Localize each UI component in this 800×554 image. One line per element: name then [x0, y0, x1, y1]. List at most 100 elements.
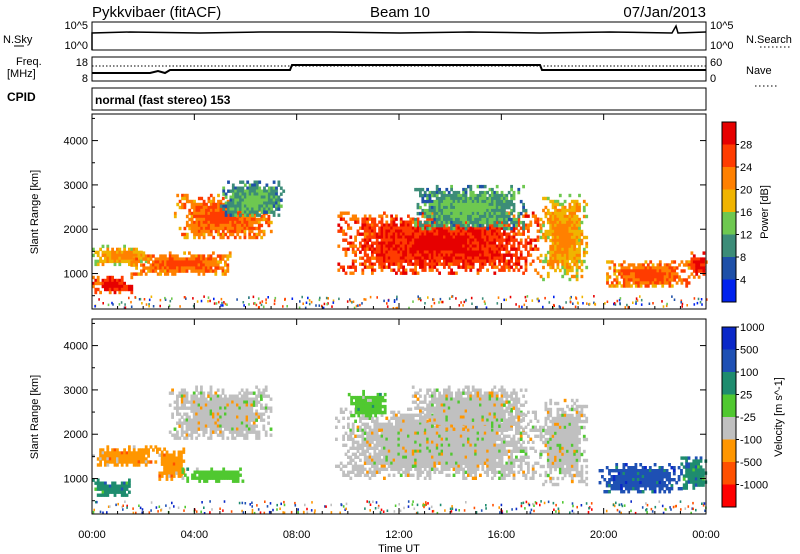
heatmap-cell-5	[414, 238, 417, 242]
heatmap-cell-3	[231, 470, 235, 474]
heatmap-cell-2	[156, 260, 160, 264]
heatmap-cell-7	[566, 265, 569, 270]
heatmap-cell-1	[130, 250, 134, 255]
ground-scatter-cell	[588, 302, 591, 306]
heatmap-cell-2	[172, 468, 176, 472]
heatmap-cell-5	[505, 238, 509, 242]
heatmap-cell-5	[385, 434, 389, 438]
heatmap-cell-2	[140, 272, 143, 276]
heatmap-cell-0	[118, 278, 122, 283]
heatmap-cell-4	[219, 397, 222, 401]
heatmap-cell-4	[214, 415, 218, 419]
heatmap-cell-7	[578, 226, 581, 231]
ground-scatter-cell	[327, 297, 329, 300]
heatmap-cell-6	[426, 211, 429, 216]
heatmap-cell-3	[185, 214, 189, 219]
heatmap-cell-6	[462, 193, 465, 198]
heatmap-cell-4	[240, 430, 244, 434]
heatmap-cell-6	[495, 223, 499, 228]
heatmap-cell-2	[165, 453, 169, 457]
heatmap-cell-8	[627, 284, 631, 288]
heatmap-cell-8	[678, 275, 681, 279]
heatmap-cell-2	[168, 269, 172, 273]
heatmap-cell-5	[512, 238, 516, 242]
heatmap-cell-0	[94, 287, 98, 292]
heatmap-cell-4	[243, 210, 247, 214]
heatmap-cell-5	[366, 416, 369, 420]
heatmap-cell-6	[438, 220, 441, 225]
heatmap-cell-5	[500, 268, 504, 272]
heatmap-cell-1	[104, 463, 107, 467]
heatmap-cell-4	[197, 391, 201, 395]
heatmap-cell-5	[464, 232, 468, 236]
heatmap-cell-2	[166, 269, 170, 273]
heatmap-cell-5	[433, 253, 437, 257]
heatmap-cell-5	[500, 238, 504, 242]
heatmap-cell-1	[96, 457, 100, 461]
heatmap-cell-3	[203, 473, 206, 477]
heatmap-cell-4	[209, 421, 213, 425]
ground-scatter-cell	[462, 304, 464, 307]
heatmap-cell-5	[421, 256, 425, 260]
heatmap-cell-4	[221, 418, 225, 422]
ground-scatter-cell	[332, 299, 335, 302]
heatmap-cell-4	[209, 436, 213, 440]
heatmap-cell-6	[500, 190, 504, 195]
heatmap-cell-5	[349, 271, 353, 275]
heatmap-cell-7	[582, 235, 586, 240]
heatmap-cell-6	[428, 199, 432, 204]
heatmap-cell-4	[209, 415, 213, 419]
heatmap-cell-3	[193, 470, 197, 474]
heatmap-cell-7	[561, 211, 565, 216]
heatmap-cell-5	[359, 262, 362, 266]
heatmap-cell-5	[495, 232, 499, 236]
colorbar-tick-label: 4	[740, 275, 746, 287]
heatmap-cell-5	[395, 413, 398, 417]
heatmap-cell-7	[578, 256, 581, 261]
heatmap-cell-5	[390, 262, 393, 266]
heatmap-cell-5	[366, 229, 369, 233]
heatmap-cell-5	[375, 425, 379, 429]
heatmap-cell-4	[267, 421, 270, 425]
heatmap-cell-5	[486, 268, 489, 272]
heatmap-cell-1	[137, 463, 141, 467]
heatmap-cell-4	[221, 436, 225, 440]
heatmap-cell-5	[373, 455, 377, 459]
heatmap-cell-5	[344, 443, 348, 447]
heatmap-cell-8	[656, 263, 660, 267]
heatmap-cell-2	[164, 272, 167, 276]
y-tick-label: 4000	[64, 136, 88, 148]
heatmap-cell-8	[670, 269, 674, 273]
heatmap-cell-5	[383, 250, 386, 254]
heatmap-cell-3	[197, 223, 201, 228]
heatmap-cell-5	[402, 229, 405, 233]
heatmap-cell-5	[474, 235, 477, 239]
heatmap-cell-5	[416, 238, 420, 242]
heatmap-cell-2	[192, 263, 196, 267]
heatmap-cell-3	[188, 223, 192, 228]
heatmap-cell-8	[610, 281, 614, 285]
heatmap-cell-2	[207, 257, 210, 261]
heatmap-cell-7	[539, 235, 543, 240]
heatmap-cell-5	[390, 259, 393, 263]
heatmap-cell-2	[178, 260, 182, 264]
heatmap-cell-8	[642, 269, 645, 273]
heatmap-cell-4	[243, 391, 246, 395]
heatmap-cell-5	[363, 265, 367, 269]
heatmap-cell-0	[116, 487, 119, 491]
heatmap-cell-5	[390, 461, 393, 465]
heatmap-cell-2	[195, 266, 198, 270]
heatmap-cell-5	[337, 223, 341, 227]
heatmap-cell-4	[231, 415, 234, 419]
heatmap-cell-4	[255, 403, 258, 407]
heatmap-cell-3	[195, 211, 199, 216]
heatmap-cell-3	[229, 217, 232, 222]
heatmap-cell-4	[243, 424, 246, 428]
heatmap-cell-5	[476, 226, 480, 230]
heatmap-cell-3	[214, 226, 218, 231]
heatmap-cell-8	[656, 281, 660, 285]
heatmap-cell-5	[464, 229, 468, 233]
heatmap-cell-2	[142, 254, 146, 258]
heatmap-cell-1	[140, 253, 143, 258]
